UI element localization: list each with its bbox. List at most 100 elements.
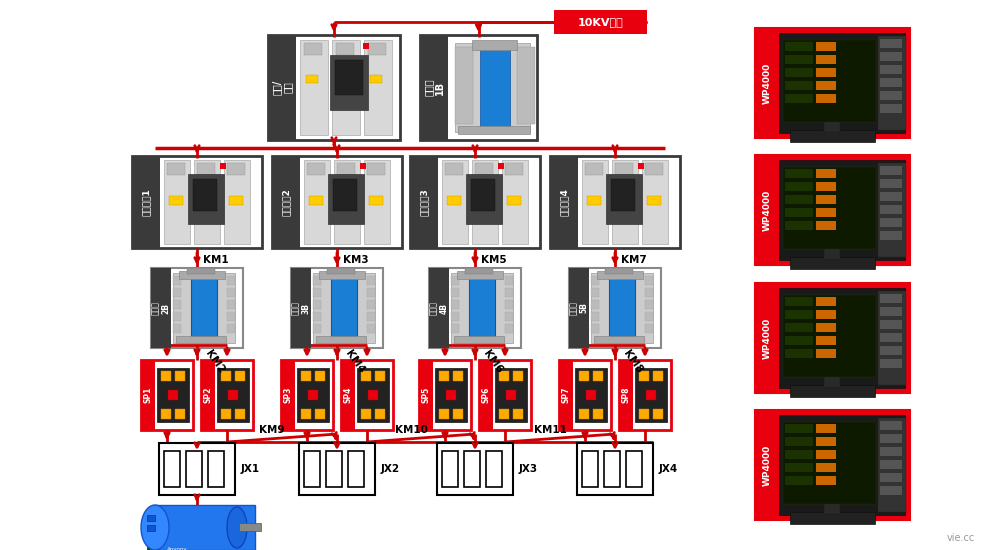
Bar [591, 276, 599, 285]
Text: JX2: JX2 [381, 464, 400, 474]
Bar [653, 371, 663, 381]
Bar [167, 163, 185, 175]
Bar [307, 163, 325, 175]
Text: 整流/
回馈: 整流/ 回馈 [271, 80, 293, 95]
Bar [227, 163, 245, 175]
Bar [593, 371, 603, 381]
Bar [878, 36, 906, 130]
Bar [453, 409, 463, 419]
Text: WP4000: WP4000 [763, 317, 772, 359]
Bar [477, 196, 491, 205]
Bar [880, 486, 902, 495]
Bar [506, 390, 516, 400]
Bar [451, 276, 459, 285]
Bar [451, 324, 459, 333]
Bar [785, 437, 813, 446]
Bar [615, 163, 633, 175]
Bar [585, 163, 603, 175]
Bar [619, 360, 633, 430]
Bar [880, 447, 902, 456]
Text: 变压器
2B: 变压器 2B [151, 301, 171, 315]
Bar [208, 451, 224, 487]
Bar [783, 422, 876, 504]
Bar [367, 163, 385, 175]
Bar [653, 409, 663, 419]
Bar [301, 409, 311, 419]
Bar [880, 333, 902, 342]
Bar [360, 163, 366, 169]
Bar [559, 360, 573, 430]
Bar [645, 312, 653, 321]
Text: SP2: SP2 [204, 387, 212, 403]
Bar [173, 288, 181, 297]
Bar [880, 78, 902, 87]
Bar [880, 307, 902, 316]
Bar [410, 156, 540, 248]
Bar [313, 312, 321, 321]
Bar [785, 42, 813, 51]
Bar [157, 368, 189, 422]
Bar [175, 409, 185, 419]
Bar [375, 371, 385, 381]
Bar [785, 310, 813, 319]
Bar [569, 268, 661, 348]
Bar [755, 283, 910, 393]
Bar [785, 463, 813, 472]
Bar [645, 163, 663, 175]
Bar [604, 451, 620, 487]
Bar [217, 368, 249, 422]
Bar [550, 156, 680, 248]
Text: KM10: KM10 [395, 425, 427, 435]
Text: SP1: SP1 [144, 387, 152, 403]
Bar [880, 104, 902, 113]
Bar [816, 437, 836, 446]
Bar [466, 174, 502, 224]
Bar [645, 300, 653, 309]
Bar [755, 410, 910, 520]
Bar [816, 476, 836, 485]
Text: JX1: JX1 [241, 464, 260, 474]
Bar [370, 75, 382, 83]
Bar [472, 40, 517, 50]
Text: KM2: KM2 [203, 349, 226, 375]
Bar [338, 75, 350, 83]
Bar [169, 196, 183, 205]
Bar [785, 81, 813, 90]
Bar [591, 324, 599, 333]
Bar [464, 451, 480, 487]
Bar [155, 505, 255, 550]
Bar [447, 196, 461, 205]
Bar [785, 424, 813, 433]
Bar [816, 349, 836, 358]
Bar [582, 451, 598, 487]
Bar [224, 160, 250, 244]
Bar [445, 163, 463, 175]
Bar [221, 409, 231, 419]
Bar [304, 160, 330, 244]
Text: KM5: KM5 [481, 255, 507, 265]
Bar [579, 409, 589, 419]
Bar [175, 371, 185, 381]
Bar [499, 371, 509, 381]
Bar [161, 409, 171, 419]
Bar [331, 276, 357, 336]
Bar [611, 179, 635, 211]
Bar [132, 156, 262, 248]
Bar [272, 156, 402, 248]
Bar [176, 336, 226, 343]
Bar [164, 451, 180, 487]
Bar [612, 160, 638, 244]
Bar [880, 346, 902, 355]
Bar [816, 336, 836, 345]
Bar [227, 324, 235, 333]
Bar [308, 390, 318, 400]
Bar [647, 196, 661, 205]
Bar [327, 268, 355, 274]
Bar [880, 294, 902, 303]
Bar [550, 156, 578, 248]
Bar [639, 409, 649, 419]
Bar [272, 156, 300, 248]
Bar [816, 81, 836, 90]
Text: SP3: SP3 [284, 387, 292, 403]
Bar [816, 424, 836, 433]
